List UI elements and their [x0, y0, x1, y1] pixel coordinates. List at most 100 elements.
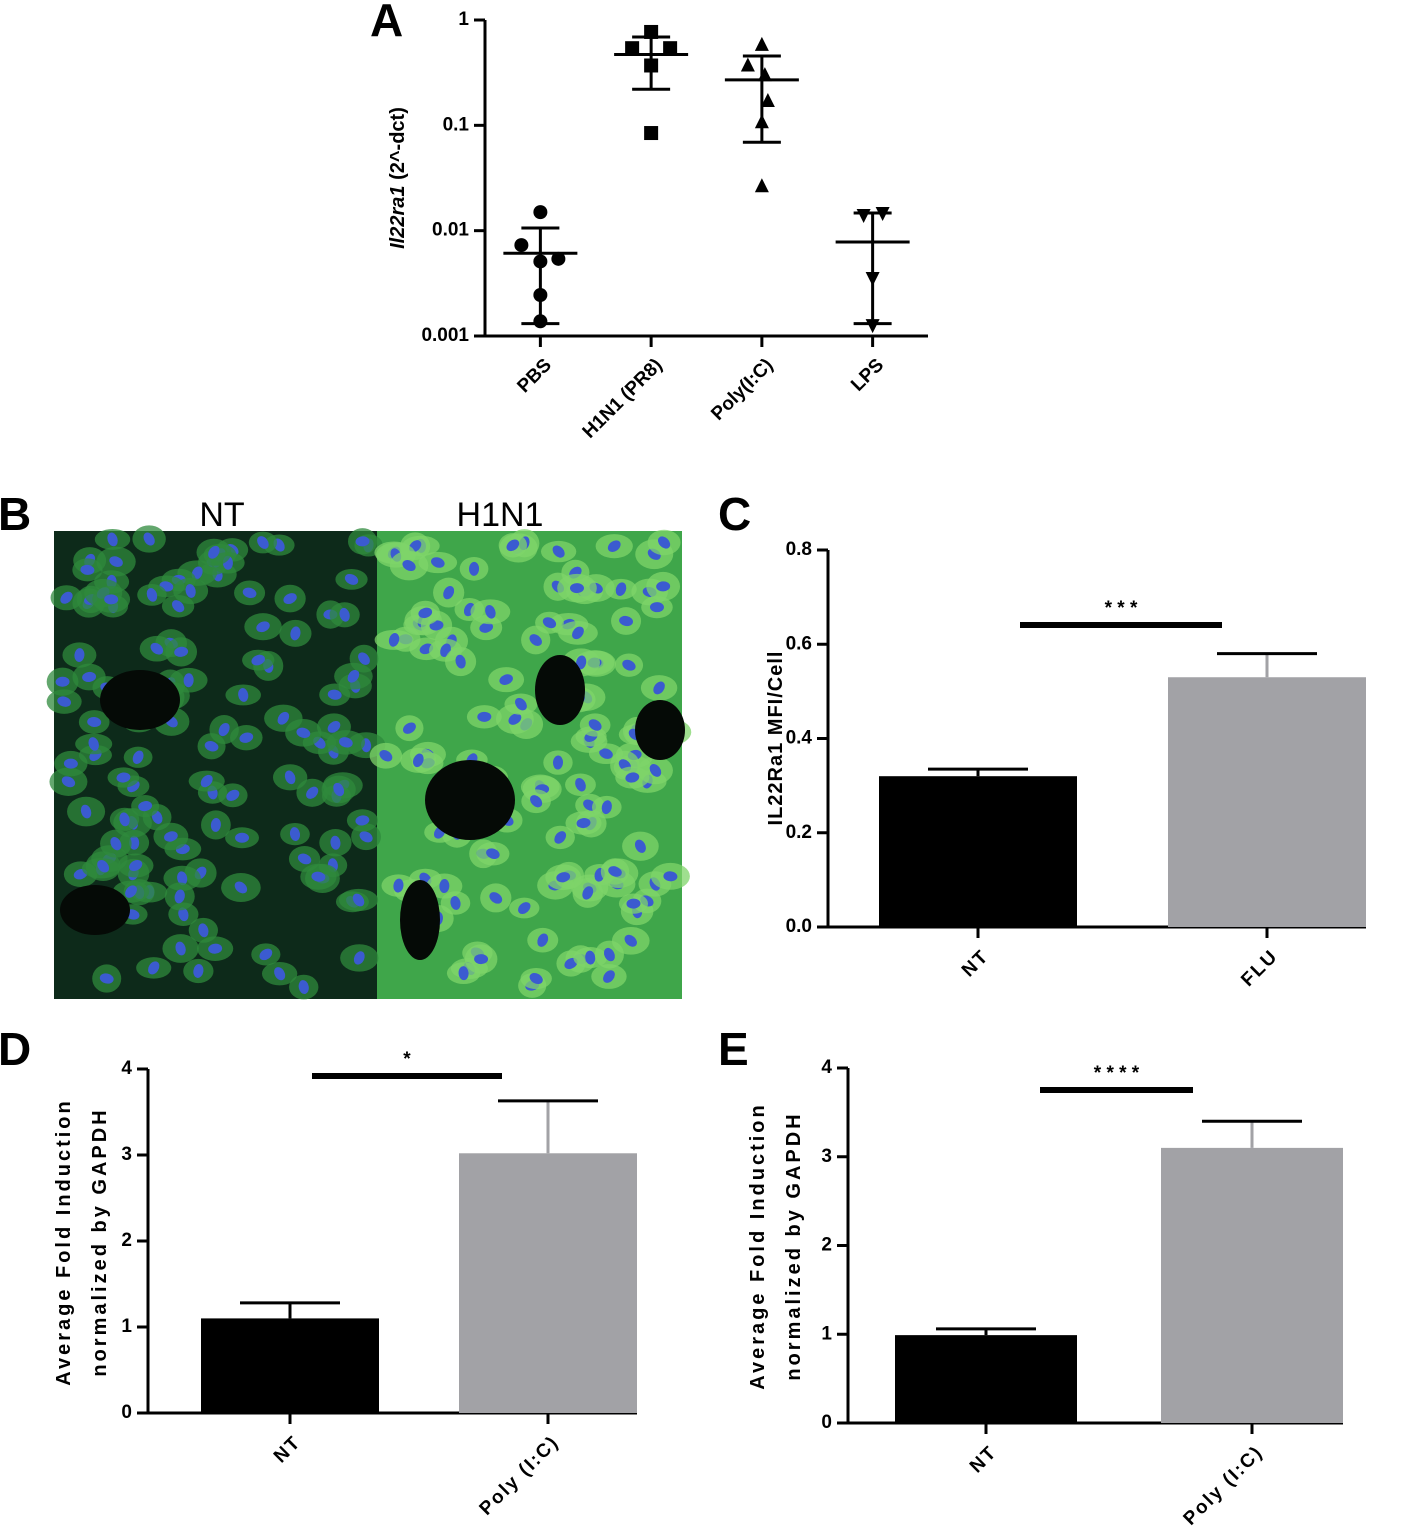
- cell-nucleus: [413, 753, 424, 768]
- y-label-unit: (2^-dct): [387, 107, 409, 180]
- cell-nucleus: [274, 967, 286, 981]
- cell-nucleus: [569, 583, 584, 594]
- cell-nucleus: [138, 801, 153, 812]
- cell-nucleus: [489, 892, 503, 904]
- dark-gap: [100, 670, 180, 730]
- cell-nucleus: [125, 885, 137, 898]
- cell-nucleus: [575, 777, 586, 792]
- y-tick-label: 0.0: [786, 916, 812, 937]
- cell-nucleus: [626, 898, 641, 909]
- y-tick-label: 0.2: [786, 822, 812, 843]
- significance-label: * * *: [1105, 598, 1138, 619]
- cell-nucleus: [355, 815, 370, 826]
- y-tick-label: 3: [121, 1144, 132, 1165]
- bar: [459, 1153, 637, 1413]
- data-point: [644, 126, 659, 141]
- x-tick-label: Poly (I:C): [1180, 1442, 1268, 1530]
- cell-nucleus: [208, 545, 220, 559]
- cell-nucleus: [109, 556, 123, 567]
- cell-nucleus: [518, 902, 531, 915]
- cell-nucleus: [474, 954, 489, 965]
- cell-nucleus: [129, 835, 140, 850]
- y-tick-label: 1: [121, 1316, 132, 1337]
- data-point: [551, 251, 566, 266]
- cell-nucleus: [238, 688, 249, 702]
- cell-nucleus: [257, 536, 269, 549]
- cell-nucleus: [88, 737, 99, 751]
- cell-nucleus: [530, 795, 543, 808]
- cell-nucleus: [603, 970, 615, 983]
- cell-nucleus: [576, 655, 587, 670]
- data-point: [533, 205, 548, 220]
- image-panel: B NT H1N1: [0, 488, 692, 1000]
- bar: [201, 1318, 379, 1413]
- cell-nucleus: [150, 642, 164, 655]
- y-tick-label: 0: [121, 1402, 132, 1423]
- cell-nucleus: [359, 831, 373, 843]
- significance-label: * * * *: [1094, 1063, 1140, 1084]
- cell-nucleus: [599, 748, 613, 759]
- x-tick-label: FLU: [1237, 946, 1282, 991]
- cell-nucleus: [327, 689, 342, 700]
- cell-nucleus: [290, 626, 301, 641]
- cell-nucleus: [379, 750, 393, 762]
- cell-nucleus: [529, 972, 543, 985]
- cell-nucleus: [615, 582, 627, 596]
- cell-nucleus: [183, 673, 194, 688]
- cell-nucleus: [204, 741, 219, 752]
- cell-nucleus: [283, 593, 297, 605]
- x-tick-label: LPS: [847, 355, 888, 396]
- y-tick-label: 0: [821, 1412, 832, 1433]
- cell-nucleus: [333, 782, 345, 797]
- dark-gap: [635, 700, 685, 760]
- cell-nucleus: [330, 835, 341, 850]
- cell-nucleus: [529, 634, 542, 646]
- panel-letter: C: [718, 488, 751, 540]
- y-tick-label: 1: [821, 1323, 832, 1344]
- x-tick-label: H1N1 (PR8): [579, 355, 667, 443]
- cell-nucleus: [327, 721, 341, 733]
- cell-nucleus: [418, 607, 433, 619]
- cell-nucleus: [515, 697, 527, 711]
- cell-nucleus: [508, 713, 522, 725]
- y-tick-label: 1: [458, 9, 469, 30]
- dark-gap: [425, 760, 515, 840]
- cell-nucleus: [455, 654, 466, 669]
- y-axis-label: Average Fold Induction: [747, 1102, 769, 1390]
- cell-nucleus: [148, 961, 160, 975]
- x-tick-label: NT: [270, 1432, 306, 1468]
- cell-nucleus: [443, 585, 455, 600]
- cell-nucleus: [338, 737, 353, 748]
- cell-nucleus: [469, 561, 480, 576]
- cell-nucleus: [116, 772, 131, 783]
- dark-gap: [535, 655, 585, 725]
- cell-nucleus: [82, 671, 97, 683]
- cell-nucleus: [208, 943, 223, 954]
- image-title: H1N1: [457, 496, 544, 534]
- y-tick-label: 2: [821, 1235, 832, 1256]
- cell-nucleus: [344, 573, 359, 585]
- cell-nucleus: [193, 964, 204, 978]
- cell-nucleus: [60, 591, 73, 604]
- cell-nucleus: [177, 871, 188, 886]
- panel-letter: A: [370, 0, 403, 46]
- data-point: [740, 57, 755, 72]
- cell-nucleus: [506, 539, 520, 552]
- cell-nucleus: [402, 560, 416, 572]
- y-tick-label: 4: [821, 1057, 832, 1078]
- cell-nucleus: [588, 719, 602, 731]
- cell-nucleus: [608, 866, 622, 877]
- cell-nucleus: [339, 607, 350, 622]
- cell-nucleus: [624, 934, 637, 947]
- cell-nucleus: [104, 594, 119, 605]
- cell-nucleus: [143, 532, 155, 546]
- bar: [895, 1335, 1077, 1423]
- cell-nucleus: [129, 860, 143, 872]
- bar: [879, 776, 1077, 927]
- y-axis-label: IL22Ra1 MFI/Cell: [765, 651, 787, 826]
- data-point: [644, 24, 659, 39]
- cell-nucleus: [477, 711, 492, 722]
- cell-nucleus: [552, 755, 563, 770]
- cell-nucleus: [164, 831, 178, 842]
- y-tick-label: 0.001: [421, 325, 469, 346]
